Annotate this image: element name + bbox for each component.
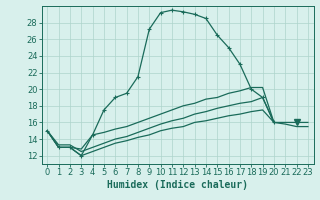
- X-axis label: Humidex (Indice chaleur): Humidex (Indice chaleur): [107, 180, 248, 190]
